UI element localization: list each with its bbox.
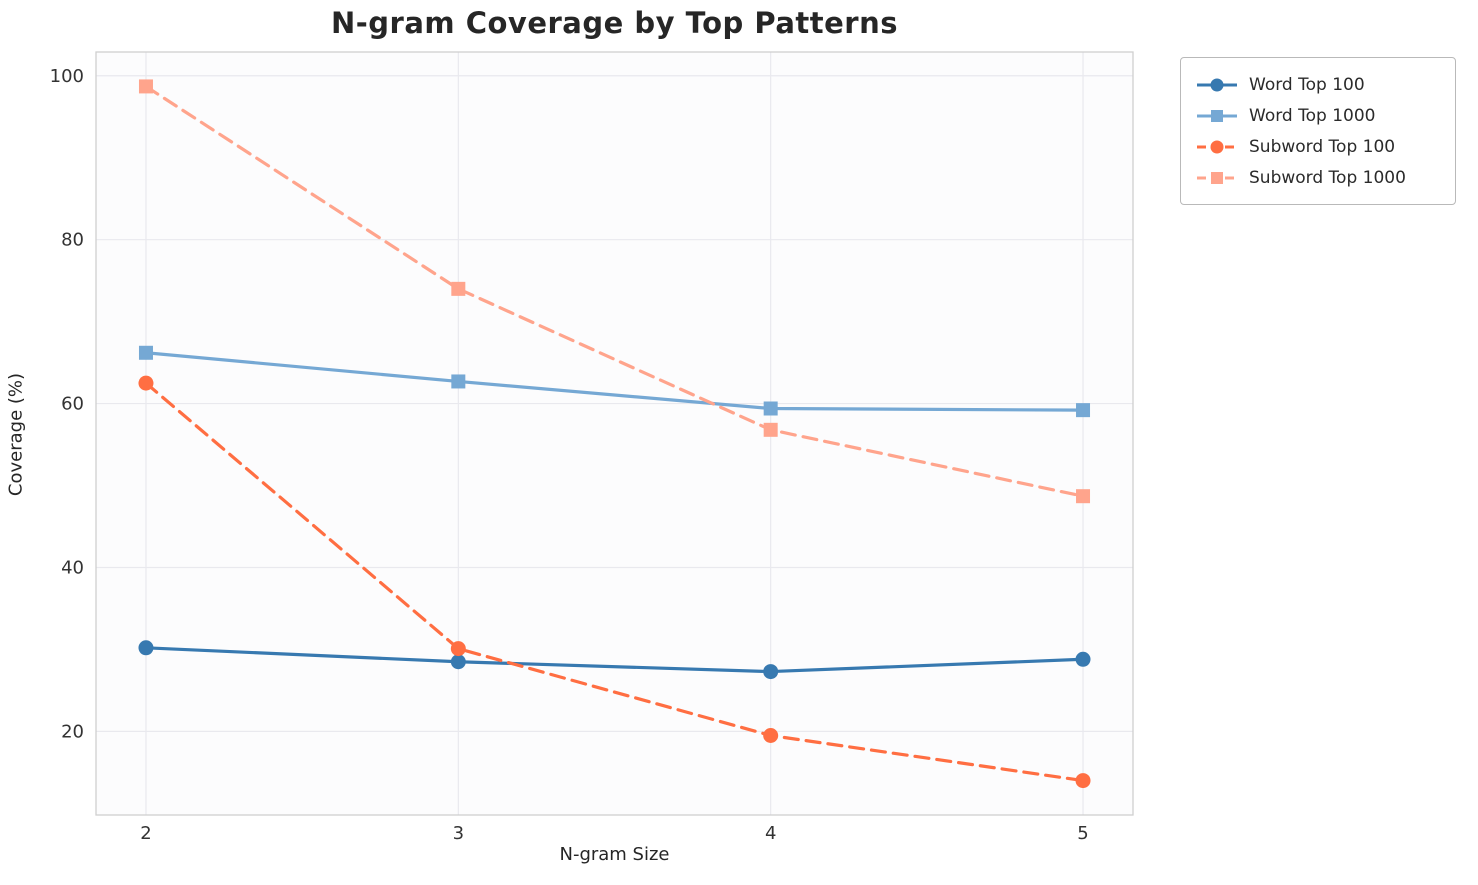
series-line — [144, 646, 1085, 674]
data-point-marker — [138, 79, 153, 94]
x-tick-label: 2 — [140, 823, 151, 844]
legend-line-circle-marker-icon — [1197, 140, 1237, 153]
data-point-marker — [763, 664, 779, 680]
y-axis-label: Coverage (%) — [5, 372, 27, 497]
x-tick-label: 3 — [453, 823, 464, 844]
legend-line-square-marker-icon — [1197, 109, 1237, 122]
legend-label: Subword Top 100 — [1249, 136, 1396, 157]
series-line — [144, 84, 1085, 498]
data-point-marker — [450, 641, 466, 657]
legend-item: Subword Top 1000 — [1195, 162, 1441, 193]
legend-item: Word Top 1000 — [1195, 100, 1441, 131]
data-point-marker — [1075, 773, 1091, 789]
x-axis-label: N-gram Size — [559, 844, 670, 865]
legend-item: Subword Top 100 — [1195, 131, 1441, 162]
y-tick-label: 40 — [61, 557, 84, 578]
plot-area — [96, 52, 1133, 815]
data-point-marker — [763, 728, 779, 744]
y-tick-label: 100 — [50, 66, 84, 87]
legend-label: Word Top 100 — [1249, 74, 1365, 95]
data-point-marker — [138, 345, 153, 360]
series-line — [144, 381, 1085, 783]
legend-line-square-marker-icon — [1197, 171, 1237, 184]
legend-label: Subword Top 1000 — [1249, 167, 1406, 188]
data-point-marker — [1076, 403, 1091, 418]
data-point-marker — [451, 374, 466, 389]
x-tick-label: 5 — [1077, 823, 1088, 844]
legend: Word Top 100 Word Top 1000 Subword Top 100… — [1180, 57, 1456, 205]
series-line — [144, 351, 1085, 412]
y-tick-label: 20 — [61, 721, 84, 742]
legend-item: Word Top 100 — [1195, 69, 1441, 100]
chart-title: N-gram Coverage by Top Patterns — [330, 6, 899, 40]
data-point-marker — [1076, 489, 1091, 504]
data-point-marker — [138, 640, 154, 656]
axes-spines — [95, 51, 1134, 816]
data-point-marker — [138, 375, 154, 391]
x-tick-label: 4 — [765, 823, 776, 844]
legend-label: Word Top 1000 — [1249, 105, 1376, 126]
data-point-marker — [451, 281, 466, 296]
data-point-marker — [763, 401, 778, 416]
y-tick-label: 80 — [61, 230, 84, 251]
data-point-marker — [763, 422, 778, 437]
y-tick-label: 60 — [61, 394, 84, 415]
legend-line-circle-marker-icon — [1197, 78, 1237, 91]
data-point-marker — [450, 654, 466, 670]
data-point-marker — [1075, 651, 1091, 667]
